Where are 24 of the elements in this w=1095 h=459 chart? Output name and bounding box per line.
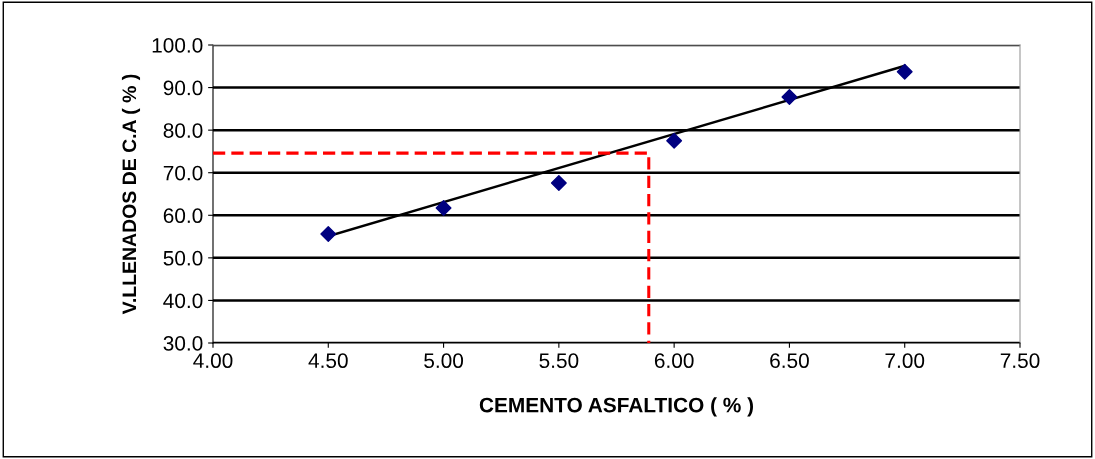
y-tick-label: 60.0	[163, 208, 203, 224]
y-tick-label: 40.0	[163, 293, 203, 309]
y-tick-label: 50.0	[163, 250, 203, 266]
point	[781, 88, 798, 105]
y-tick-label: 80.0	[163, 123, 203, 138]
point	[320, 226, 337, 242]
point	[550, 174, 567, 191]
x-tick-label: 6.50	[770, 353, 809, 369]
x-tick-label: 6.00	[654, 353, 694, 369]
y-tick-label: 70.0	[163, 165, 203, 181]
y-tick-label: 100.0	[152, 38, 203, 53]
x-tick-label: 7.00	[885, 353, 925, 369]
x-tick-label: 4.00	[193, 353, 233, 369]
y-tick-label: 30.0	[163, 336, 203, 351]
x-axis-title: CEMENTO ASFALTICO ( % )	[479, 397, 754, 417]
point	[435, 200, 452, 217]
x-tick-label: 4.50	[308, 353, 348, 369]
point	[896, 63, 913, 80]
x-tick-label: 7.50	[1000, 353, 1040, 369]
point	[666, 132, 683, 149]
x-tick-label: 5.00	[424, 353, 464, 369]
y-axis-title: V.LLENADOS DE C.A ( % )	[121, 74, 141, 315]
y-tick-label: 90.0	[163, 80, 203, 96]
x-tick-label: 5.50	[539, 353, 579, 369]
